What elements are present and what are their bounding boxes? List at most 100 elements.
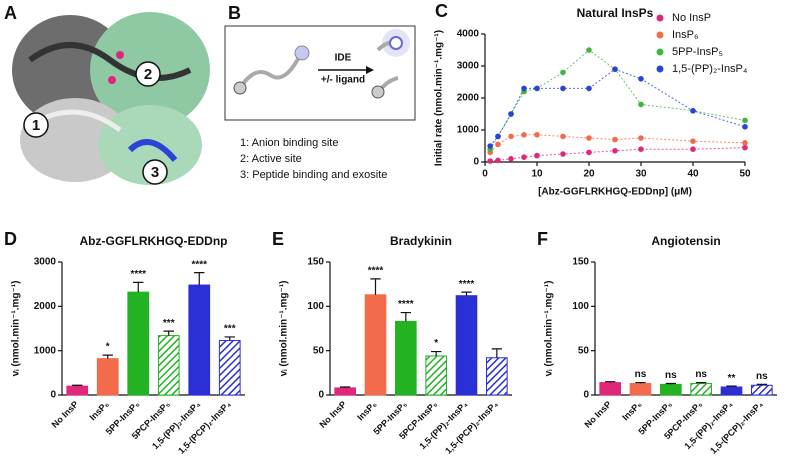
error-bar [726, 385, 737, 388]
y-tick-label: 3000 [34, 257, 57, 268]
x-tick-label: InsP₆ [620, 399, 643, 422]
significance-label: ns [665, 370, 677, 381]
error-bar [491, 348, 502, 358]
data-point [560, 85, 566, 92]
data-point [508, 111, 514, 117]
data-point [612, 66, 618, 72]
data-point [560, 151, 566, 157]
data-point [534, 152, 540, 159]
error-bar [696, 381, 707, 384]
y-tick-label: 150 [307, 257, 324, 268]
panel-letter: C [435, 1, 448, 21]
y-axis-label: vᵢ (nmol.min⁻¹.mg⁻¹) [279, 281, 290, 377]
data-point [495, 133, 501, 140]
data-point [586, 149, 592, 156]
x-tick-label: InsP₆ [355, 399, 378, 422]
data-point [742, 140, 748, 146]
data-point [495, 141, 501, 148]
chart-title: Angiotensin [651, 234, 720, 248]
x-tick-label: 20 [583, 169, 595, 180]
y-axis-label: vᵢ (nmol.min⁻¹.mg⁻¹) [544, 281, 555, 377]
error-bar [756, 383, 767, 386]
error-bar [72, 384, 83, 387]
diagram-box [224, 25, 416, 121]
significance-label: **** [368, 265, 384, 276]
legend-label: No InsP [672, 12, 711, 24]
error-bar [461, 291, 472, 296]
error-bar [665, 382, 676, 385]
error-bar [605, 381, 616, 383]
data-point [638, 101, 644, 108]
site-label: 1 [32, 117, 40, 134]
data-point [638, 146, 644, 152]
panel-letter: D [4, 229, 17, 249]
x-tick-label: 30 [635, 169, 647, 180]
error-bar [194, 272, 205, 286]
y-tick-label: 1000 [34, 345, 57, 356]
error-bar [224, 336, 235, 341]
significance-label: **** [191, 259, 207, 270]
data-point [508, 133, 514, 140]
error-bar [370, 278, 381, 295]
legend-marker [656, 48, 664, 56]
y-tick-label: 0 [318, 390, 324, 401]
data-point [586, 47, 592, 53]
x-tick-label: InsP₆ [87, 399, 110, 422]
bar [720, 386, 743, 396]
arrow-label: +/- ligand [321, 75, 365, 86]
legend-label: 5PP-InsP₅ [672, 46, 723, 58]
error-bar [133, 281, 144, 293]
bar [364, 294, 387, 396]
y-tick-label: 50 [313, 345, 325, 356]
x-tick-label: 1,5-(PCP)₂-InsP₄ [443, 399, 500, 456]
site-label: 3 [151, 164, 159, 181]
y-tick-label: 4000 [457, 29, 480, 40]
data-point [612, 136, 618, 143]
protein-structure [12, 12, 210, 185]
significance-label: ns [635, 369, 647, 380]
data-point [690, 146, 696, 152]
significance-label: ns [695, 369, 707, 380]
y-tick-label: 100 [572, 301, 589, 312]
y-tick-label: 1000 [457, 125, 480, 136]
y-tick-label: 0 [50, 390, 56, 401]
y-tick-label: 50 [578, 345, 590, 356]
data-point [560, 69, 566, 76]
series-line [490, 147, 746, 162]
bar [334, 387, 356, 396]
data-point [508, 156, 514, 162]
bar [218, 339, 241, 396]
y-tick-label: 0 [583, 390, 589, 401]
data-point [586, 85, 592, 92]
bar [157, 335, 180, 396]
x-tick-label: 40 [687, 169, 699, 180]
error-bar [431, 350, 442, 356]
error-bar [400, 311, 411, 322]
bar [96, 358, 119, 396]
site-label: 2 [144, 66, 152, 83]
legend-marker [656, 14, 664, 22]
legend-marker [656, 65, 664, 73]
panel-letter: F [537, 229, 548, 249]
bar [127, 291, 150, 396]
bar [690, 382, 712, 396]
x-axis-label: [Abz-GGFLRKHGQ-EDDnp] (μM) [538, 187, 692, 198]
data-point [742, 144, 748, 151]
x-tick-label: 50 [739, 169, 751, 180]
chart-title: Abz-GGFLRKHGQ-EDDnp [80, 234, 228, 248]
data-point [612, 148, 618, 154]
legend-label: InsP₆ [672, 29, 698, 41]
legend-label: 1,5-(PP)₂-InsP₄ [672, 63, 748, 75]
arrow-label: IDE [335, 53, 352, 64]
significance-label: **** [398, 299, 414, 310]
chart-title: Natural InsPs [577, 6, 654, 20]
significance-label: *** [224, 324, 236, 335]
significance-label: * [106, 342, 110, 353]
x-tick-label: 1,5-(PCP)₂-InsP₄ [176, 399, 233, 456]
data-point [586, 135, 592, 141]
significance-label: ** [728, 373, 736, 384]
data-point [638, 76, 644, 82]
significance-label: **** [130, 269, 146, 280]
bar [660, 383, 682, 396]
y-axis-label: vᵢ (nmol.min⁻¹.mg⁻¹) [11, 281, 22, 377]
